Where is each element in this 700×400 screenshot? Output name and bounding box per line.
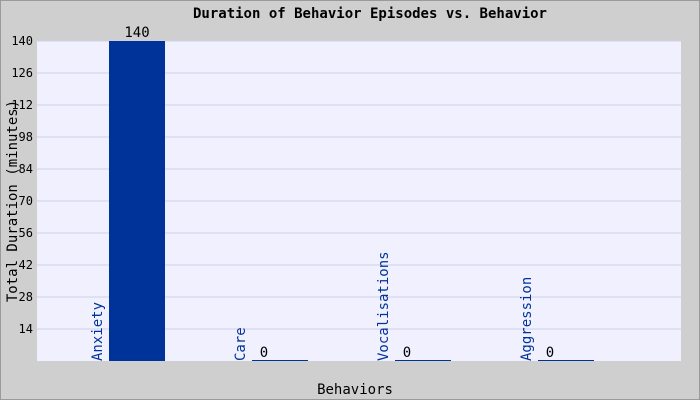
bar-care	[252, 360, 308, 361]
category-label: Aggression	[519, 277, 535, 361]
y-tick-label: 84	[19, 162, 33, 176]
value-label: 0	[403, 345, 411, 361]
bars	[109, 41, 594, 361]
y-tick-label: 112	[11, 98, 33, 112]
chart-title: Duration of Behavior Episodes vs. Behavi…	[193, 6, 547, 22]
y-tick-label: 42	[19, 258, 33, 272]
y-tick-label: 56	[19, 226, 33, 240]
bar-anxiety	[109, 41, 165, 361]
value-labels: 140 0 0 0	[124, 25, 554, 361]
y-axis-ticks: 14 28 42 56 70 84 98 112 126 140	[11, 34, 33, 336]
bar-aggression	[538, 360, 594, 361]
value-label: 0	[546, 345, 554, 361]
category-label: Vocalisations	[376, 251, 392, 361]
y-tick-label: 126	[11, 66, 33, 80]
bar-vocalisations	[395, 360, 451, 361]
y-tick-label: 14	[19, 322, 33, 336]
value-label: 140	[124, 25, 149, 41]
y-axis-label: Total Duration (minutes)	[5, 100, 21, 302]
x-axis-label: Behaviors	[317, 382, 393, 398]
y-tick-label: 140	[11, 34, 33, 48]
y-tick-label: 98	[19, 130, 33, 144]
category-label: Care	[233, 327, 249, 361]
category-labels: Anxiety Care Vocalisations Aggression	[90, 251, 535, 361]
category-label: Anxiety	[90, 302, 106, 361]
value-label: 0	[260, 345, 268, 361]
y-tick-label: 28	[19, 290, 33, 304]
y-tick-label: 70	[19, 194, 33, 208]
